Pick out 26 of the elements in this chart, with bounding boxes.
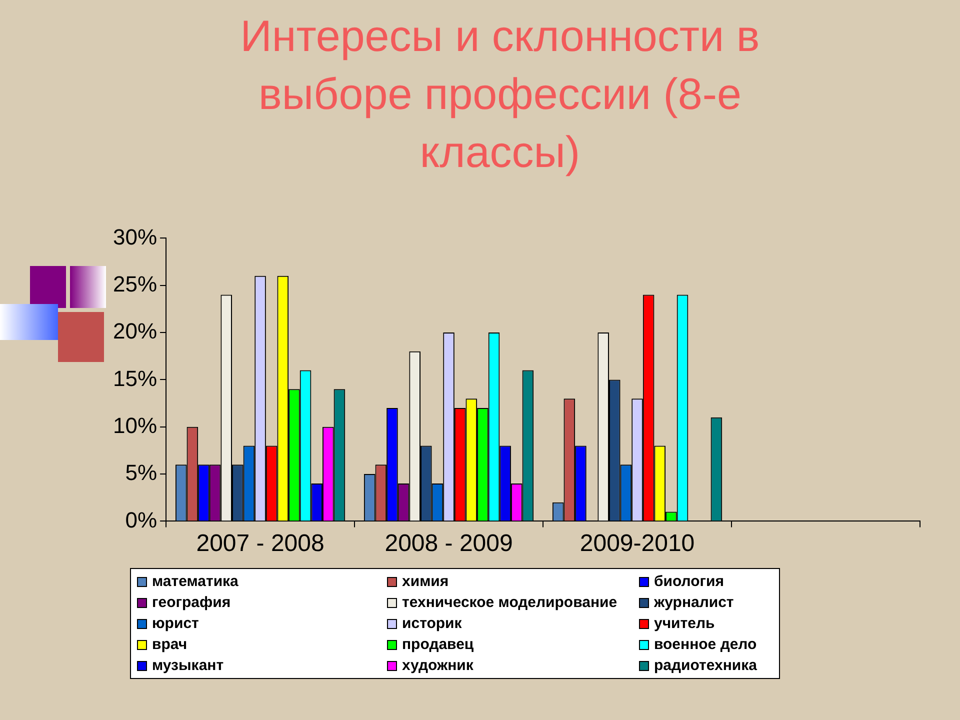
- legend-label: продавец: [402, 636, 474, 653]
- x-tick-label: 2009-2010: [580, 530, 695, 558]
- legend-label: музыкант: [152, 657, 224, 674]
- legend-label: география: [152, 594, 231, 611]
- legend-label: военное дело: [654, 636, 757, 653]
- y-tick-label: 20%: [112, 318, 158, 344]
- y-tick-label: 10%: [112, 412, 158, 438]
- legend-label: химия: [402, 573, 449, 590]
- legend-label: юрист: [152, 615, 199, 632]
- legend-label: журналист: [654, 594, 734, 611]
- legend-label: историк: [402, 615, 462, 632]
- legend-label: радиотехника: [654, 657, 758, 674]
- y-tick-label: 30%: [112, 224, 158, 250]
- legend-label: художник: [402, 657, 474, 674]
- y-tick-label: 25%: [112, 271, 158, 296]
- x-tick-label: 2007 - 2008: [196, 530, 324, 558]
- legend-label: биология: [654, 573, 724, 590]
- legend-label: техническое моделирование: [402, 594, 618, 611]
- y-tick-label: 15%: [112, 366, 158, 391]
- y-tick-label: 5%: [125, 460, 158, 486]
- legend-label: математика: [152, 573, 238, 590]
- chart-title: Интересы и склонности в выборе профессии (8-е классы): [239, 11, 761, 179]
- legend-label: врач: [152, 636, 188, 653]
- legend-label: учитель: [654, 615, 715, 632]
- y-tick-label: 0%: [125, 507, 158, 532]
- x-tick-label: 2008 - 2009: [384, 530, 513, 558]
